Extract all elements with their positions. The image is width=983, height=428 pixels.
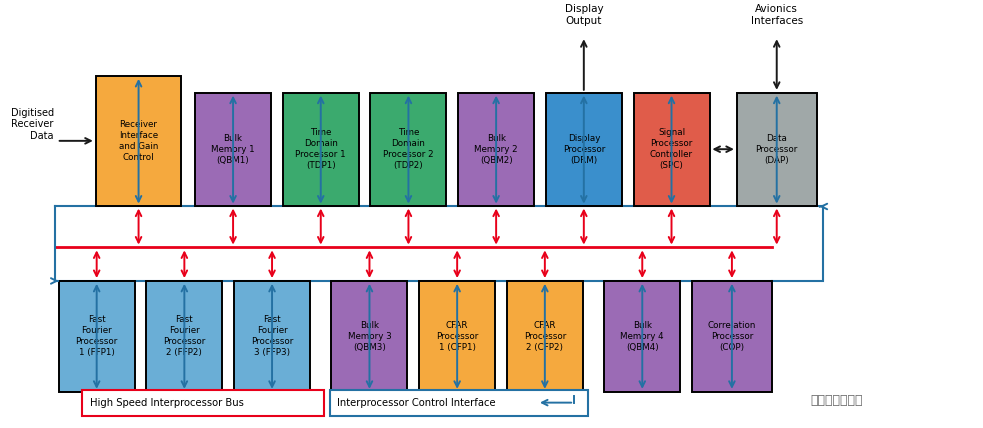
Text: Display
Output: Display Output xyxy=(564,4,604,26)
FancyBboxPatch shape xyxy=(546,93,622,206)
Text: Digitised
Receiver
Data: Digitised Receiver Data xyxy=(11,107,54,141)
Text: Avionics
Interfaces: Avionics Interfaces xyxy=(751,4,803,26)
Text: High Speed Interprocessor Bus: High Speed Interprocessor Bus xyxy=(89,398,244,407)
Text: Fast
Fourier
Processor
1 (FFP1): Fast Fourier Processor 1 (FFP1) xyxy=(76,315,118,357)
FancyBboxPatch shape xyxy=(59,281,135,392)
FancyBboxPatch shape xyxy=(507,281,583,392)
Text: CFAR
Processor
2 (CFP2): CFAR Processor 2 (CFP2) xyxy=(524,321,566,352)
Text: Bulk
Memory 4
(QBM4): Bulk Memory 4 (QBM4) xyxy=(620,321,665,352)
FancyBboxPatch shape xyxy=(95,76,182,206)
FancyBboxPatch shape xyxy=(331,281,408,392)
FancyBboxPatch shape xyxy=(458,93,534,206)
FancyBboxPatch shape xyxy=(371,93,446,206)
Text: Bulk
Memory 2
(QBM2): Bulk Memory 2 (QBM2) xyxy=(475,134,518,165)
Text: Data
Processor
(DAP): Data Processor (DAP) xyxy=(756,134,798,165)
FancyBboxPatch shape xyxy=(283,93,359,206)
Text: Interprocessor Control Interface: Interprocessor Control Interface xyxy=(337,398,496,407)
FancyBboxPatch shape xyxy=(605,281,680,392)
Text: Fast
Fourier
Processor
3 (FFP3): Fast Fourier Processor 3 (FFP3) xyxy=(251,315,293,357)
Text: Fast
Fourier
Processor
2 (FFP2): Fast Fourier Processor 2 (FFP2) xyxy=(163,315,205,357)
FancyBboxPatch shape xyxy=(633,93,710,206)
Text: Time
Domain
Processor 1
(TDP1): Time Domain Processor 1 (TDP1) xyxy=(296,128,346,170)
Text: Receiver
Interface
and Gain
Control: Receiver Interface and Gain Control xyxy=(119,120,158,162)
FancyBboxPatch shape xyxy=(146,281,222,392)
FancyBboxPatch shape xyxy=(329,389,588,416)
Text: Signal
Processor
Controller
(SPC): Signal Processor Controller (SPC) xyxy=(650,128,693,170)
Text: Bulk
Memory 1
(QBM1): Bulk Memory 1 (QBM1) xyxy=(211,134,255,165)
FancyBboxPatch shape xyxy=(195,93,271,206)
FancyBboxPatch shape xyxy=(419,281,495,392)
Text: 雷达通信电子战: 雷达通信电子战 xyxy=(810,394,862,407)
FancyBboxPatch shape xyxy=(737,93,817,206)
Text: CFAR
Processor
1 (CFP1): CFAR Processor 1 (CFP1) xyxy=(436,321,479,352)
FancyBboxPatch shape xyxy=(82,389,323,416)
Text: Correlation
Processor
(COP): Correlation Processor (COP) xyxy=(708,321,756,352)
Text: Bulk
Memory 3
(QBM3): Bulk Memory 3 (QBM3) xyxy=(348,321,391,352)
FancyBboxPatch shape xyxy=(234,281,310,392)
FancyBboxPatch shape xyxy=(692,281,772,392)
Text: Display
Processor
(DRM): Display Processor (DRM) xyxy=(562,134,605,165)
Text: Time
Domain
Processor 2
(TDP2): Time Domain Processor 2 (TDP2) xyxy=(383,128,434,170)
